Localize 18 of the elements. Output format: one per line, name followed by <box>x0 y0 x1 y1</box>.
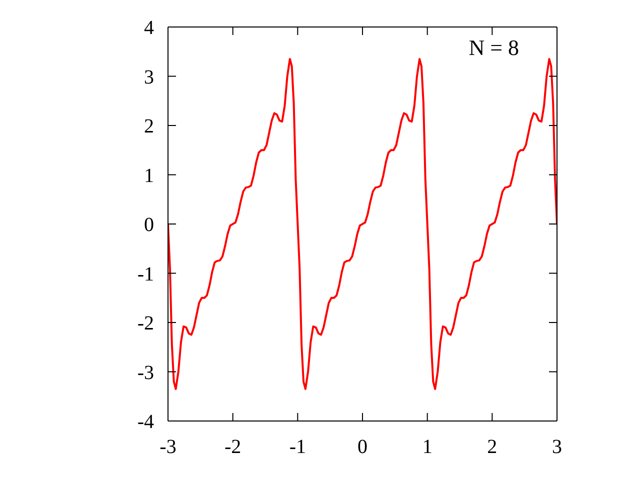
y-tick-label: 2 <box>144 116 154 138</box>
x-tick-label: 1 <box>422 436 432 458</box>
x-tick-label: 2 <box>487 436 498 458</box>
y-tick-label: -4 <box>137 411 154 434</box>
y-tick-label: 1 <box>144 164 154 187</box>
x-tick-label: -3 <box>160 436 176 458</box>
line-series <box>168 58 557 390</box>
y-tick-label: -3 <box>137 362 154 384</box>
x-tick-label: -2 <box>224 436 242 458</box>
annotation: N = 8 <box>468 35 519 61</box>
y-tick-label: -2 <box>137 312 154 335</box>
x-tick-label: 0 <box>358 436 368 458</box>
y-tick-label: 4 <box>144 17 154 40</box>
y-tick-label: 3 <box>144 66 154 88</box>
y-tick-label: 0 <box>144 214 154 236</box>
x-tick-label: 3 <box>552 436 562 458</box>
y-tick-label: -1 <box>137 263 154 286</box>
x-tick-label: -1 <box>289 436 306 458</box>
